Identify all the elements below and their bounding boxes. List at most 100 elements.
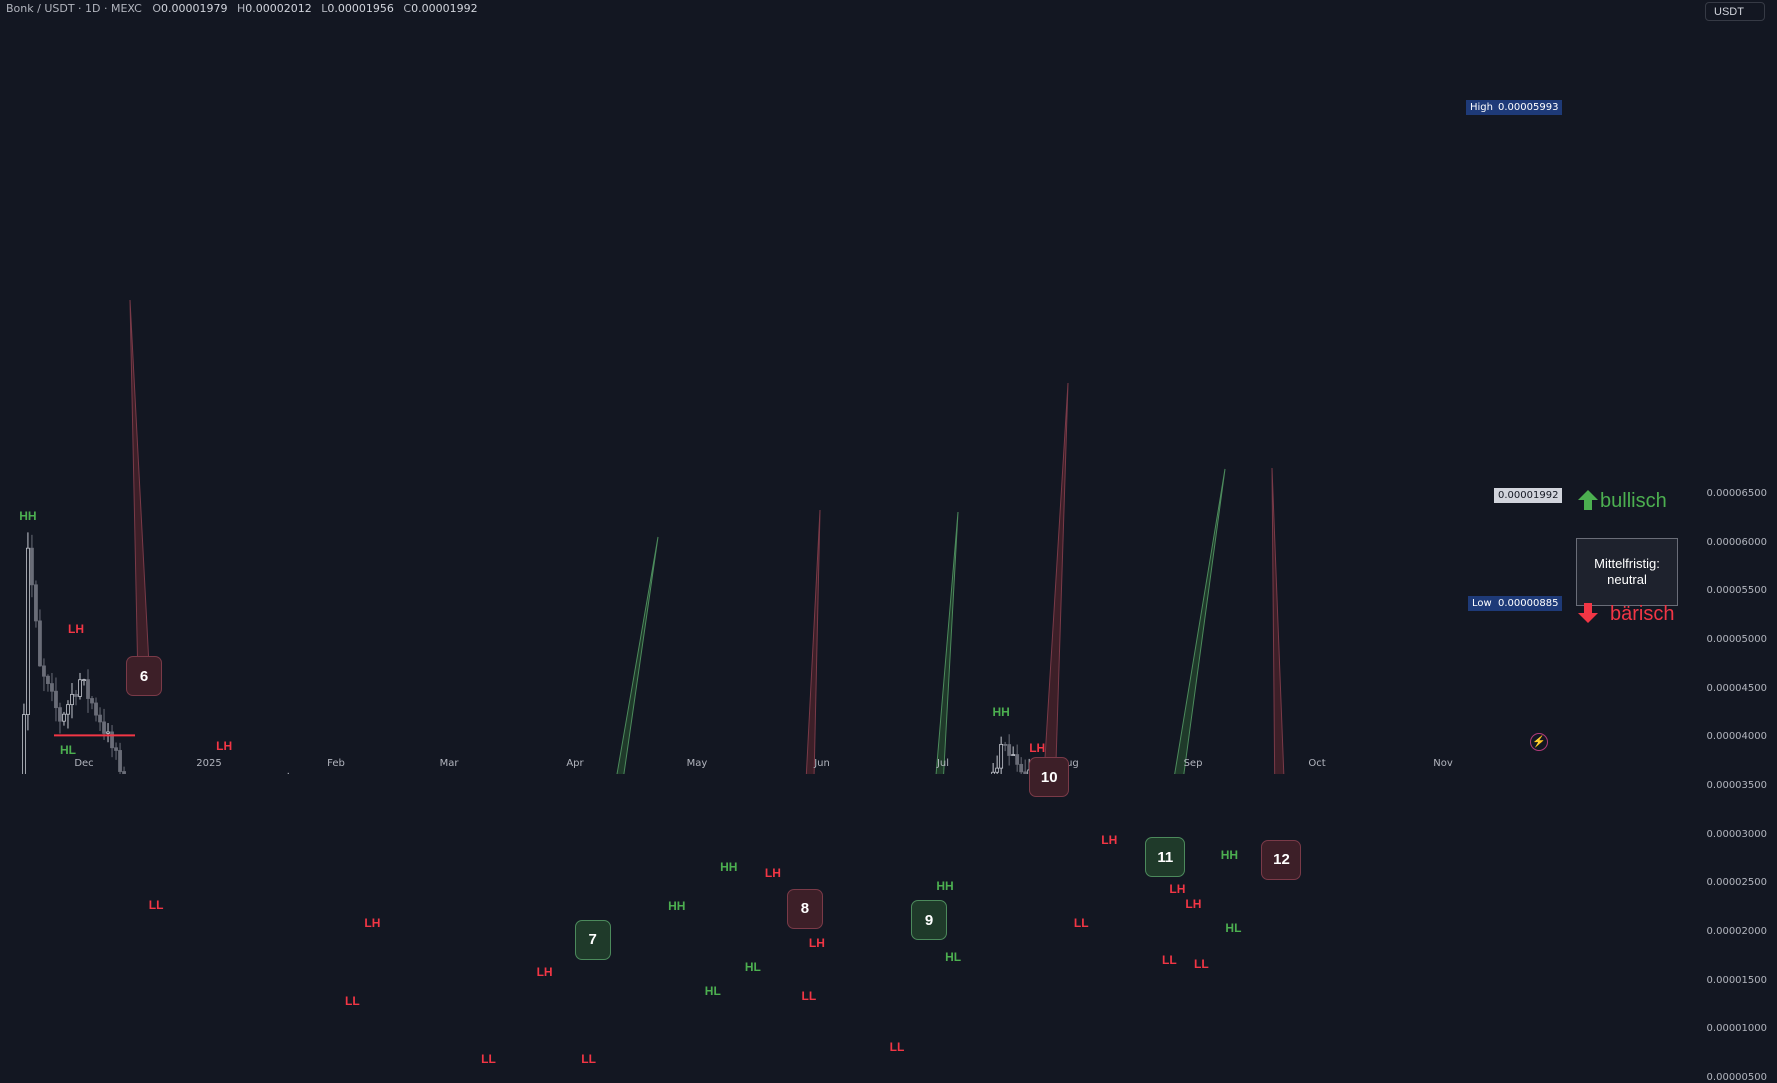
structure-label-hh: HH bbox=[720, 859, 738, 874]
bubble-pointer bbox=[805, 509, 821, 774]
high-tag-label: High bbox=[1466, 100, 1497, 115]
lightning-icon[interactable]: ⚡ bbox=[1530, 733, 1548, 751]
low-value: 0.00001956 bbox=[327, 2, 394, 15]
signal-line2: neutral bbox=[1607, 572, 1647, 587]
time-tick: Apr bbox=[566, 758, 584, 769]
structure-label-lh: LH bbox=[1185, 896, 1202, 911]
candle-body bbox=[106, 731, 110, 734]
time-tick: Sep bbox=[1183, 758, 1203, 769]
candle-body bbox=[50, 683, 54, 692]
close-value: 0.00001992 bbox=[411, 2, 478, 15]
candle-body bbox=[82, 679, 86, 682]
structure-label-ll: LL bbox=[148, 897, 164, 912]
candle-body bbox=[66, 704, 70, 715]
candle-body bbox=[38, 620, 42, 667]
structure-label-ll: LL bbox=[1162, 953, 1177, 968]
structure-label-hh: HH bbox=[936, 879, 954, 894]
chart-header: Bonk / USDT · 1D · MEXC O0.00001979 H0.0… bbox=[6, 2, 484, 15]
price-tick: 0.00004000 bbox=[1706, 731, 1767, 743]
candle-body bbox=[118, 750, 122, 772]
structure-label-lh: LH bbox=[1101, 833, 1118, 848]
candle-body bbox=[1003, 743, 1008, 746]
candle-body bbox=[30, 547, 34, 586]
structure-label-hh: HH bbox=[19, 509, 37, 524]
structure-label-ll: LL bbox=[481, 1052, 496, 1067]
candle-body bbox=[114, 747, 118, 751]
price-tick: 0.00005500 bbox=[1706, 585, 1767, 597]
price-tick: 0.00001500 bbox=[1706, 974, 1767, 986]
time-tick: Dec bbox=[74, 758, 94, 769]
candle-body bbox=[1019, 763, 1024, 773]
bubble-pointer bbox=[616, 536, 659, 774]
signal-line1: Mittelfristig: bbox=[1594, 556, 1660, 571]
candle-body bbox=[1007, 744, 1012, 756]
symbol-title[interactable]: Bonk / USDT · 1D · MEXC bbox=[6, 2, 142, 15]
last-price-tag: 0.00001992 bbox=[1494, 488, 1563, 503]
candle-body bbox=[999, 743, 1004, 769]
annotation-bubble[interactable]: 6 bbox=[126, 656, 163, 697]
structure-label-ll: LL bbox=[1073, 916, 1089, 931]
candle-body bbox=[22, 714, 26, 774]
candle-body bbox=[34, 584, 38, 622]
time-tick: Mar bbox=[439, 758, 459, 769]
time-tick: 2025 bbox=[196, 758, 222, 769]
annotation-lines-layer bbox=[54, 299, 1285, 774]
candle-body bbox=[58, 707, 62, 722]
candle-body bbox=[102, 721, 106, 734]
low-tag-value: 0.00000885 bbox=[1494, 596, 1563, 611]
candle-body bbox=[46, 675, 50, 684]
annotation-bubble[interactable]: 9 bbox=[911, 900, 948, 941]
annotation-bubble[interactable]: 11 bbox=[1145, 837, 1186, 877]
structure-label-hh: HH bbox=[668, 898, 686, 913]
structure-label-lh: LH bbox=[216, 739, 233, 754]
structure-label-lh: LH bbox=[67, 622, 84, 637]
time-tick: Jun bbox=[814, 758, 830, 769]
annotation-bubble[interactable]: 8 bbox=[786, 888, 823, 929]
bubble-pointer bbox=[1174, 468, 1226, 774]
price-tick: 0.00000500 bbox=[1706, 1071, 1767, 1083]
price-chart[interactable] bbox=[0, 0, 1777, 774]
candle-body bbox=[1015, 754, 1020, 765]
structure-label-ll: LL bbox=[581, 1052, 596, 1067]
time-tick: Oct bbox=[1308, 758, 1326, 769]
structure-label-ll: LL bbox=[344, 994, 360, 1008]
price-tick: 0.00002000 bbox=[1706, 925, 1767, 937]
structure-label-lh: LH bbox=[536, 964, 553, 979]
structure-label-ll: LL bbox=[889, 1039, 905, 1054]
price-tick: 0.00002500 bbox=[1706, 877, 1767, 889]
time-tick: May bbox=[686, 758, 708, 769]
candle-body bbox=[98, 714, 102, 723]
candle-body bbox=[110, 731, 114, 749]
time-tick: Feb bbox=[327, 758, 345, 769]
structure-label-hl: HL bbox=[1225, 921, 1242, 936]
structure-label-hh: HH bbox=[992, 705, 1010, 720]
annotation-bubble[interactable]: 10 bbox=[1029, 757, 1070, 798]
annotation-bubble[interactable]: 12 bbox=[1261, 839, 1302, 880]
candle-body bbox=[991, 771, 996, 774]
arrow-up-icon bbox=[1578, 490, 1598, 510]
price-tick: 0.00005000 bbox=[1706, 634, 1767, 645]
candle-body bbox=[54, 690, 58, 709]
structure-label-hl: HL bbox=[704, 984, 721, 999]
structure-label-ll: LL bbox=[801, 989, 817, 1004]
price-tick: 0.00006500 bbox=[1706, 488, 1767, 500]
candle-body bbox=[74, 693, 78, 697]
candle-body bbox=[90, 698, 94, 704]
annotation-bubble[interactable]: 7 bbox=[574, 919, 611, 960]
candle-body bbox=[94, 702, 98, 716]
structure-label-hl: HL bbox=[59, 742, 76, 757]
structure-label-lh: LH bbox=[1029, 741, 1046, 756]
price-tick: 0.00003500 bbox=[1706, 779, 1767, 791]
low-tag-label: Low bbox=[1468, 596, 1496, 611]
structure-label-lh: LH bbox=[808, 935, 825, 950]
bubble-pointer bbox=[1043, 382, 1069, 774]
time-tick: Jul bbox=[936, 758, 950, 769]
candle-body bbox=[78, 679, 82, 697]
price-tick: 0.00001000 bbox=[1706, 1023, 1767, 1035]
price-tick: 0.00006000 bbox=[1706, 536, 1767, 548]
candles-layer bbox=[22, 532, 1040, 774]
candle-body bbox=[122, 771, 126, 774]
candle-body bbox=[26, 547, 30, 715]
currency-selector[interactable]: USDT bbox=[1705, 2, 1765, 21]
